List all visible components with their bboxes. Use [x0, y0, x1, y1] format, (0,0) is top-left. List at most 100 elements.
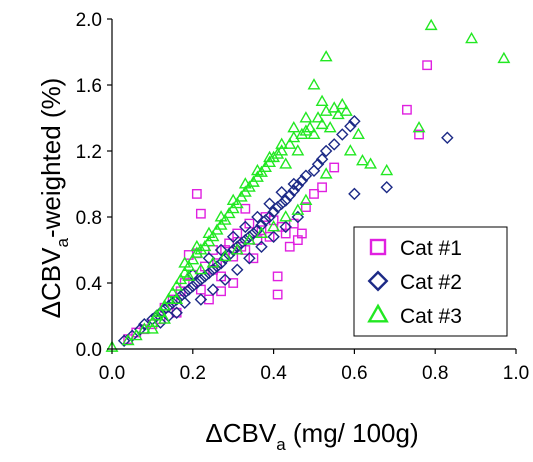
data-point: [280, 228, 291, 239]
data-point: [263, 210, 276, 224]
data-point: [441, 131, 454, 145]
data-point: [315, 117, 329, 130]
data-point: [291, 203, 305, 215]
data-point: [170, 293, 183, 306]
data-point: [275, 197, 288, 211]
data-point: [311, 111, 325, 123]
data-point: [174, 272, 188, 285]
data-point: [307, 127, 321, 139]
data-point: [319, 167, 333, 179]
data-point: [336, 128, 349, 141]
data-point: [339, 104, 353, 116]
data-point: [295, 174, 309, 187]
data-point: [218, 213, 232, 225]
data-point: [424, 18, 438, 31]
data-point: [287, 177, 301, 191]
data-point: [315, 153, 329, 166]
data-point: [231, 240, 244, 253]
data-point: [255, 240, 268, 253]
data-point: [284, 241, 295, 252]
data-point: [186, 253, 200, 265]
data-point: [279, 210, 293, 222]
x-axis-title-main: ΔCBV: [205, 418, 276, 448]
data-point: [186, 280, 200, 293]
data-point: [206, 229, 220, 242]
data-point: [319, 104, 333, 116]
legend: Cat #1 Cat #2 Cat #3: [353, 226, 508, 337]
data-point: [170, 279, 184, 291]
data-point: [191, 188, 202, 199]
series-3: [105, 18, 511, 352]
legend-entry: Cat #2: [367, 270, 462, 294]
data-point: [275, 186, 288, 199]
x-axis-title: ΔCBVa (mg/ 100g): [205, 418, 418, 454]
data-point: [195, 208, 206, 219]
data-point: [348, 187, 361, 201]
data-point: [348, 115, 361, 128]
data-point: [228, 278, 239, 288]
data-point: [380, 181, 393, 194]
data-point: [218, 249, 232, 262]
data-point: [230, 243, 244, 255]
data-point: [309, 188, 319, 199]
data-point: [214, 256, 228, 270]
x-axis-title-rest: (mg/ 100g): [286, 418, 419, 448]
data-point: [299, 193, 313, 205]
legend-marker: [367, 270, 389, 292]
data-point: [190, 239, 204, 252]
y-axis-title-main: ΔCBV: [36, 247, 66, 318]
data-point: [283, 137, 297, 149]
data-point: [364, 157, 378, 169]
data-point: [327, 101, 341, 113]
data-point: [335, 97, 349, 110]
x-tick-label: 1.0: [503, 363, 529, 384]
y-tick-label: 1.6: [76, 76, 102, 97]
data-point: [178, 256, 192, 268]
data-point: [134, 322, 147, 336]
data-point: [422, 60, 433, 71]
data-point: [145, 315, 159, 328]
x-tick-label: 0.8: [422, 363, 448, 384]
x-axis-title-sub: a: [276, 435, 286, 454]
data-point: [380, 163, 394, 176]
data-point: [239, 233, 252, 247]
data-point: [275, 144, 289, 156]
data-point: [267, 205, 280, 219]
data-point: [303, 121, 317, 133]
legend-entry: Cat #1: [369, 237, 462, 260]
data-point: [242, 233, 256, 245]
legend-label: Cat #2: [400, 271, 462, 294]
data-point: [243, 252, 256, 265]
data-point: [216, 286, 226, 297]
data-point: [272, 289, 283, 300]
data-point: [194, 262, 208, 275]
data-point: [248, 253, 259, 264]
data-point: [414, 129, 424, 140]
data-point: [230, 196, 244, 209]
data-point: [166, 296, 179, 310]
data-point: [154, 316, 167, 329]
data-point: [319, 144, 333, 158]
data-point: [327, 138, 341, 151]
legend-marker: [367, 303, 389, 323]
data-point: [291, 144, 305, 156]
data-point: [182, 269, 196, 281]
data-point: [170, 292, 184, 304]
data-point: [267, 220, 281, 232]
data-point: [158, 299, 171, 311]
data-point: [299, 111, 313, 123]
data-point: [291, 179, 305, 192]
data-point: [194, 243, 208, 255]
data-point: [307, 78, 321, 90]
data-point: [344, 120, 357, 133]
data-point: [149, 309, 163, 321]
data-point: [315, 94, 329, 106]
data-point: [323, 121, 337, 133]
data-point: [247, 227, 260, 240]
data-point: [497, 51, 511, 64]
y-axis-title-rest: -weighted (%): [36, 78, 66, 238]
data-point: [291, 210, 305, 224]
data-point: [331, 107, 345, 120]
data-point: [272, 271, 283, 282]
